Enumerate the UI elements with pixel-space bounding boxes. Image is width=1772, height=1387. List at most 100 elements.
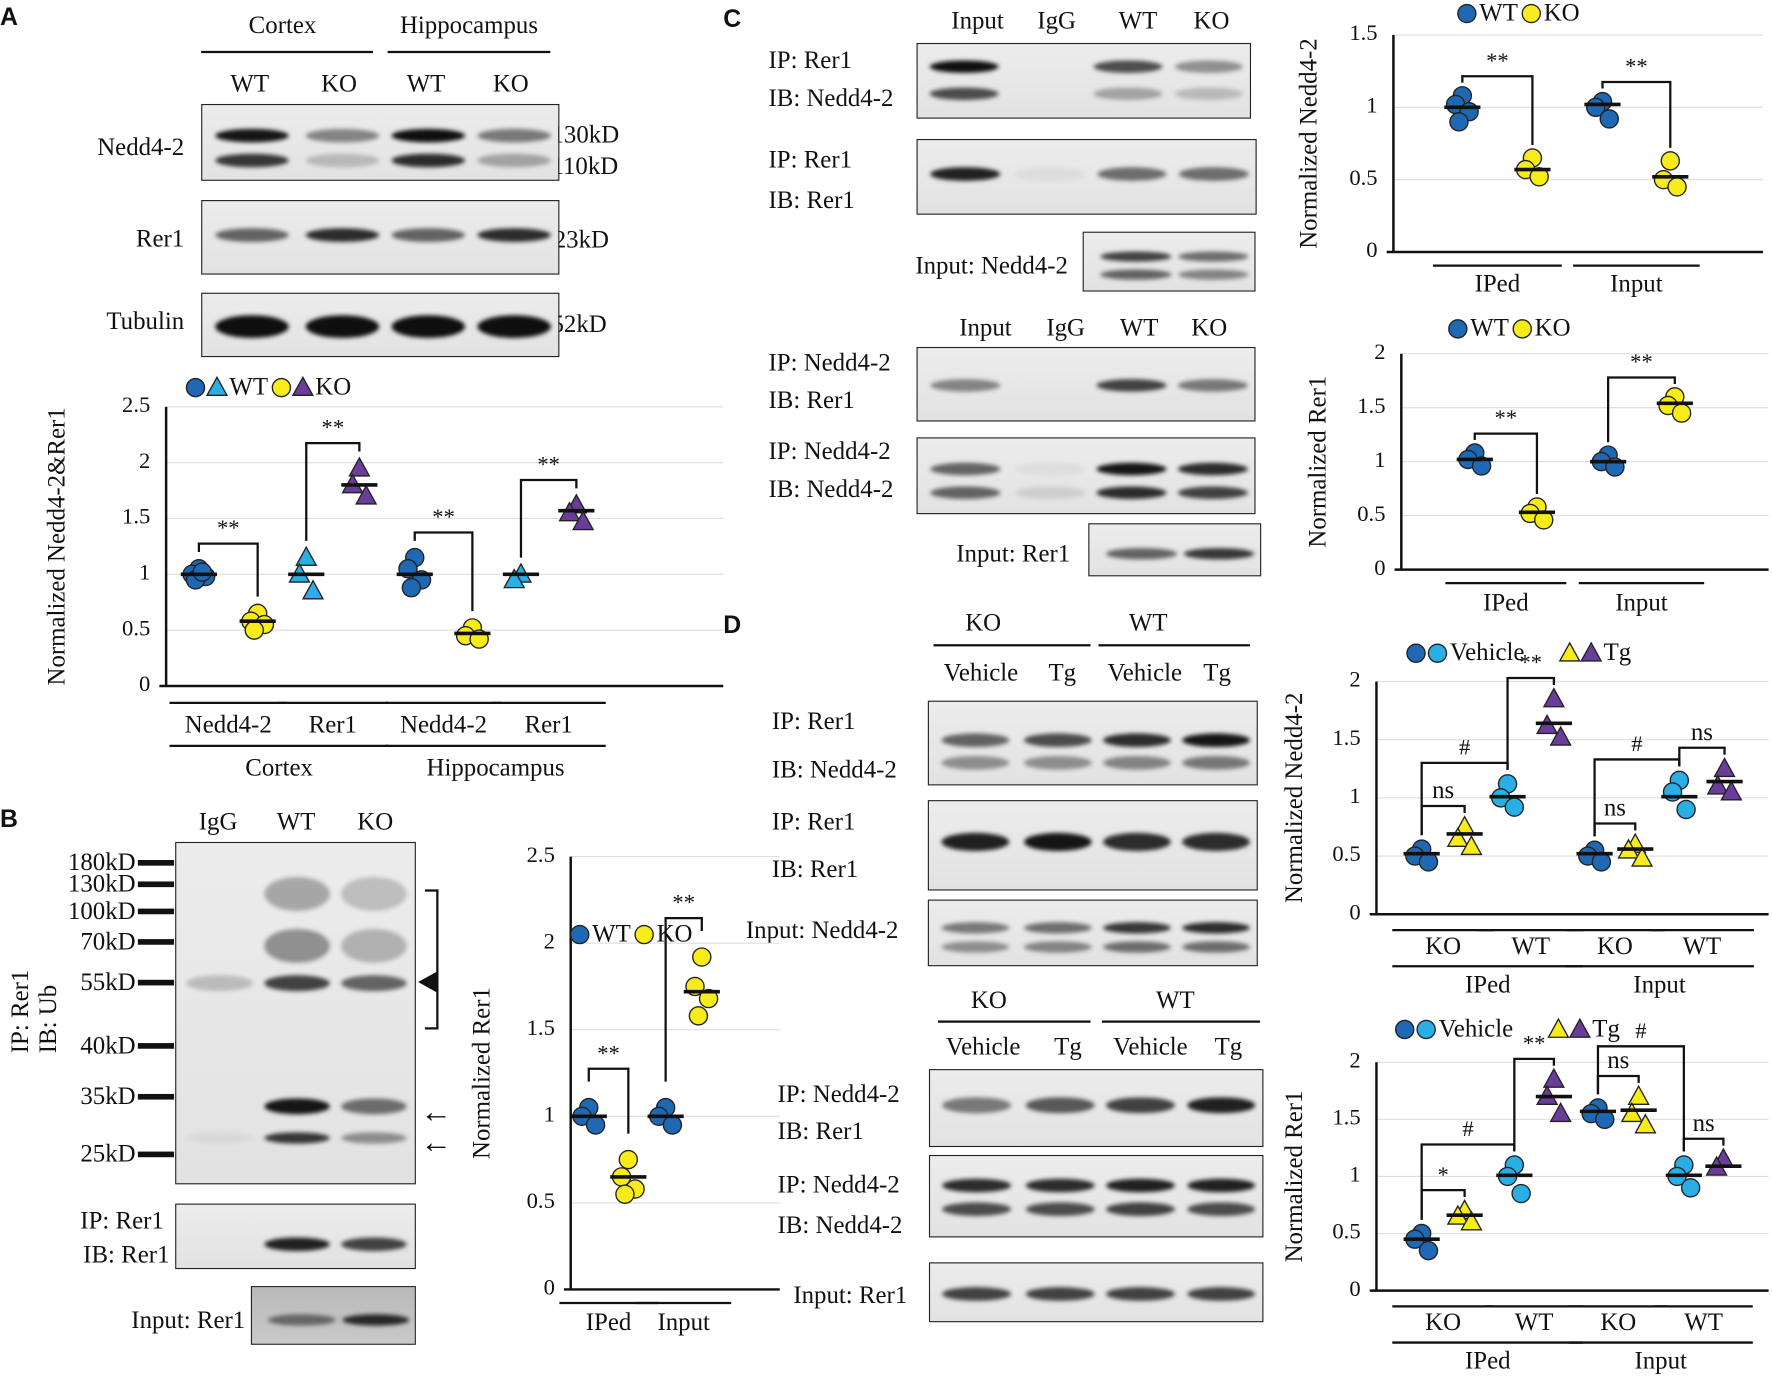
treatment-label: Tg [1214, 1031, 1243, 1061]
genotype-label: KO [970, 985, 1007, 1014]
blot-band [391, 153, 465, 168]
panel-label-d: D [723, 610, 742, 639]
size-label: 130kD [551, 119, 620, 149]
ib-label: IB: Nedd4-2 [768, 83, 894, 112]
legend-label: KO [315, 373, 351, 400]
blot-band [186, 1131, 253, 1144]
data-point [698, 988, 719, 1009]
blot-band [215, 129, 290, 143]
arrowhead-icon [418, 970, 439, 994]
x-category-label: Hippocampus [427, 754, 565, 781]
data-point [1630, 846, 1654, 867]
data-point [192, 562, 213, 582]
blot-band [1178, 269, 1249, 280]
y-tick-label: 0.5 [122, 615, 150, 640]
western-blot-C3 [1082, 231, 1256, 292]
blot-band [1096, 486, 1166, 499]
legend-label: KO [1535, 315, 1571, 342]
blot-band [391, 227, 465, 242]
size-marker-tick [137, 939, 175, 945]
divider [201, 50, 373, 54]
blot-band [1186, 1097, 1256, 1114]
blot-band [340, 1237, 407, 1251]
y-tick-label: 2 [1374, 339, 1385, 364]
x-category-label: IPed [1465, 1348, 1511, 1375]
divider [1098, 644, 1250, 647]
region-label-hippocampus: Hippocampus [399, 10, 539, 39]
y-tick-label: 1.5 [1349, 20, 1377, 45]
ip-label: IP: Nedd4-2 [768, 436, 891, 465]
blot-band [1023, 832, 1092, 851]
y-tick-label: 0 [1374, 555, 1385, 580]
legend-label: Tg [1592, 1015, 1620, 1042]
legend-marker-circle [1521, 3, 1542, 24]
blot-row-label: Nedd4-2 [97, 132, 185, 161]
panel-label-c: C [723, 4, 742, 33]
blot-band [340, 975, 407, 992]
size-marker-label: 35kD [80, 1081, 136, 1110]
bracket [424, 889, 439, 1030]
legend-marker-circle [570, 924, 590, 945]
size-marker-tick [137, 908, 175, 915]
significance-bracket [413, 531, 474, 612]
legend-label: Tg [1604, 639, 1632, 666]
ip-label: IP: Rer1 [768, 45, 853, 74]
genotype-label: KO [965, 607, 1002, 637]
blot-band [1015, 462, 1085, 476]
blot-band [1103, 733, 1171, 747]
data-point [1660, 151, 1681, 171]
y-tick-label: 1 [1349, 783, 1360, 808]
blot-band [1186, 1202, 1256, 1217]
x-category-label: WT [1683, 933, 1722, 960]
significance-bracket [305, 441, 361, 541]
blot-band [1182, 832, 1250, 851]
treatment-label: Tg [1048, 657, 1077, 686]
y-tick-label: 0.5 [1332, 841, 1360, 866]
significance-label: ** [1486, 48, 1509, 73]
blot-band [1026, 1286, 1095, 1301]
ib-label: IB: Rer1 [768, 185, 855, 214]
y-axis-label: Normalized Rer1 [468, 987, 495, 1159]
blot-band [1015, 486, 1085, 499]
ip-label: IP: Nedd4-2 [768, 348, 891, 377]
data-point [401, 577, 422, 598]
significance-label: ** [597, 1040, 620, 1065]
chart-A: 0 0.5 1 1.5 2 2.5 Normalized Nedd4-2&Rer1 WT KO *… [43, 373, 724, 781]
blot-row-label: Rer1 [135, 223, 185, 253]
lane-label: IgG [1046, 313, 1086, 342]
input-label: Input: Rer1 [956, 539, 1071, 568]
legend-label: Vehicle [1450, 639, 1525, 666]
blot-band [930, 167, 1001, 181]
blot-band [1097, 167, 1167, 181]
x-category-label: Input [1615, 589, 1668, 616]
x-category-label: WT [1684, 1309, 1723, 1336]
blot-band [477, 227, 551, 242]
lane-label: WT [406, 68, 446, 98]
y-tick-label: 0.5 [1349, 165, 1377, 190]
y-tick-label: 0 [1349, 899, 1360, 924]
data-point [355, 484, 378, 505]
input-label: Input: Nedd4-2 [915, 250, 1068, 280]
ib-label: IB: Nedd4-2 [777, 1210, 903, 1239]
blot-band [1177, 379, 1248, 392]
x-category-label: IPed [586, 1309, 632, 1336]
size-marker-tick [137, 1151, 175, 1158]
blot-band [1023, 921, 1092, 934]
data-point [572, 510, 595, 531]
x-category-label: Input [1633, 971, 1686, 998]
blot-band [1096, 462, 1166, 476]
data-point [1676, 799, 1696, 820]
significance-label: ** [537, 452, 560, 477]
x-category-label: Cortex [245, 754, 313, 781]
blot-band [340, 928, 407, 963]
significance-bracket [1506, 676, 1556, 770]
blot-band [1103, 941, 1171, 954]
data-point [1599, 109, 1619, 129]
size-marker-tick [137, 860, 175, 866]
significance-label: # [1631, 731, 1642, 756]
legend-label: WT [1470, 315, 1509, 342]
lane-label: KO [321, 68, 357, 98]
blot-band [1174, 60, 1243, 73]
significance-label: ** [1523, 1030, 1546, 1055]
